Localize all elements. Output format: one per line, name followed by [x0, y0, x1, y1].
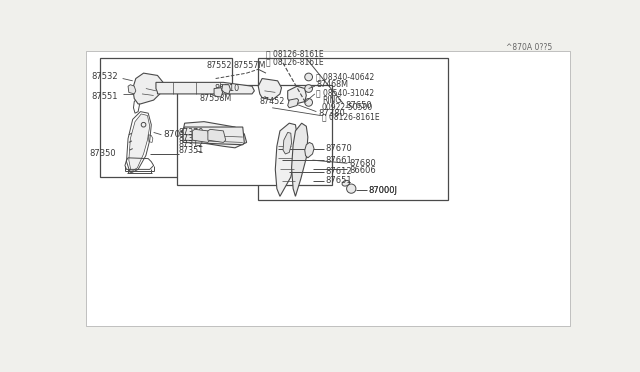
Text: 87050: 87050 — [163, 130, 191, 139]
Polygon shape — [222, 85, 230, 94]
Text: 87651: 87651 — [326, 176, 352, 185]
Text: 87661: 87661 — [326, 155, 353, 165]
Text: Ⓢ 08340-40642: Ⓢ 08340-40642 — [316, 73, 374, 81]
Polygon shape — [288, 99, 298, 108]
Text: 87452: 87452 — [260, 97, 285, 106]
Polygon shape — [259, 78, 282, 100]
Polygon shape — [183, 122, 246, 148]
Text: Ⓢ 08540-31042: Ⓢ 08540-31042 — [316, 88, 374, 97]
Text: 86606: 86606 — [349, 166, 376, 176]
Circle shape — [305, 73, 312, 81]
Text: 87532: 87532 — [92, 73, 118, 81]
Text: 87670: 87670 — [326, 144, 353, 153]
Text: 87351: 87351 — [179, 147, 204, 155]
Text: 87650: 87650 — [345, 101, 372, 110]
Bar — [100, 58, 232, 177]
Circle shape — [347, 184, 356, 193]
Text: Ⓑ 08126-8161E: Ⓑ 08126-8161E — [266, 49, 324, 58]
Polygon shape — [214, 88, 223, 97]
Text: 87552: 87552 — [206, 61, 232, 70]
Text: 87558M: 87558M — [199, 94, 232, 103]
Polygon shape — [275, 123, 297, 196]
Text: 87350: 87350 — [90, 150, 116, 158]
Text: 87312: 87312 — [179, 140, 204, 149]
Polygon shape — [193, 129, 209, 142]
Text: ^870A 0??5: ^870A 0??5 — [506, 44, 553, 52]
Text: 87557M: 87557M — [234, 61, 266, 70]
Text: RING: RING — [322, 96, 341, 105]
Text: 00922-50500: 00922-50500 — [322, 103, 373, 112]
Polygon shape — [128, 85, 136, 94]
Text: 87468M: 87468M — [316, 80, 348, 89]
Text: 86510: 86510 — [215, 84, 240, 93]
Polygon shape — [208, 129, 226, 142]
Circle shape — [305, 85, 312, 92]
Polygon shape — [292, 123, 308, 196]
Text: Ⓑ 08126-8161E: Ⓑ 08126-8161E — [322, 112, 380, 122]
Text: 87000J: 87000J — [368, 186, 397, 195]
Text: 87370: 87370 — [179, 128, 204, 137]
Circle shape — [305, 99, 312, 106]
Text: 87361: 87361 — [179, 134, 204, 143]
Text: 87680: 87680 — [349, 159, 376, 168]
Polygon shape — [129, 114, 150, 172]
Polygon shape — [132, 73, 164, 104]
Bar — [177, 85, 332, 185]
Polygon shape — [283, 132, 292, 154]
Text: Ⓑ 08126-8161E: Ⓑ 08126-8161E — [266, 57, 324, 66]
Text: 87000J: 87000J — [368, 186, 397, 195]
Polygon shape — [183, 127, 244, 145]
Ellipse shape — [342, 180, 349, 186]
Polygon shape — [288, 86, 307, 104]
Polygon shape — [305, 142, 314, 158]
Bar — [259, 58, 448, 200]
Text: 87612: 87612 — [326, 167, 352, 176]
Text: 87551: 87551 — [92, 92, 118, 101]
Polygon shape — [156, 82, 254, 94]
Text: 87380: 87380 — [318, 109, 345, 118]
